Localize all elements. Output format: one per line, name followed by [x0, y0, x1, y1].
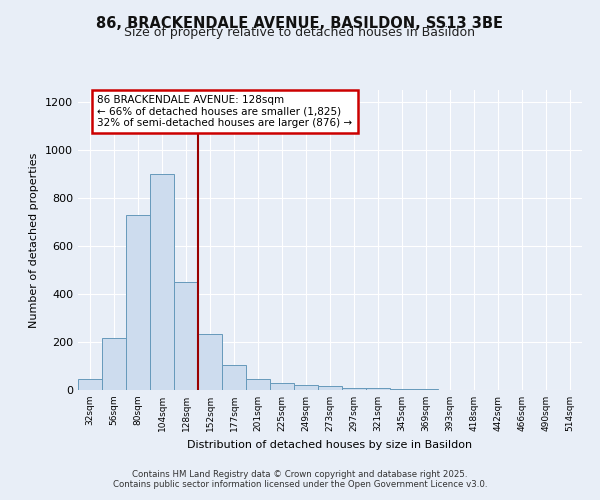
Text: Contains HM Land Registry data © Crown copyright and database right 2025.: Contains HM Land Registry data © Crown c…	[132, 470, 468, 479]
Bar	[318, 386, 342, 390]
Bar	[390, 389, 414, 390]
Bar	[294, 385, 318, 390]
Bar	[342, 388, 366, 390]
Bar	[78, 379, 102, 390]
Y-axis label: Number of detached properties: Number of detached properties	[29, 152, 40, 328]
Text: Size of property relative to detached houses in Basildon: Size of property relative to detached ho…	[125, 26, 476, 39]
Bar	[222, 365, 246, 390]
Bar	[150, 174, 174, 390]
Bar	[366, 388, 390, 390]
Bar	[174, 282, 198, 390]
Text: 86 BRACKENDALE AVENUE: 128sqm
← 66% of detached houses are smaller (1,825)
32% o: 86 BRACKENDALE AVENUE: 128sqm ← 66% of d…	[97, 95, 352, 128]
Text: 86, BRACKENDALE AVENUE, BASILDON, SS13 3BE: 86, BRACKENDALE AVENUE, BASILDON, SS13 3…	[97, 16, 503, 31]
Bar	[126, 215, 150, 390]
Bar	[246, 379, 270, 390]
Text: Contains public sector information licensed under the Open Government Licence v3: Contains public sector information licen…	[113, 480, 487, 489]
Bar	[270, 383, 294, 390]
X-axis label: Distribution of detached houses by size in Basildon: Distribution of detached houses by size …	[187, 440, 473, 450]
Bar	[102, 338, 126, 390]
Bar	[198, 334, 222, 390]
